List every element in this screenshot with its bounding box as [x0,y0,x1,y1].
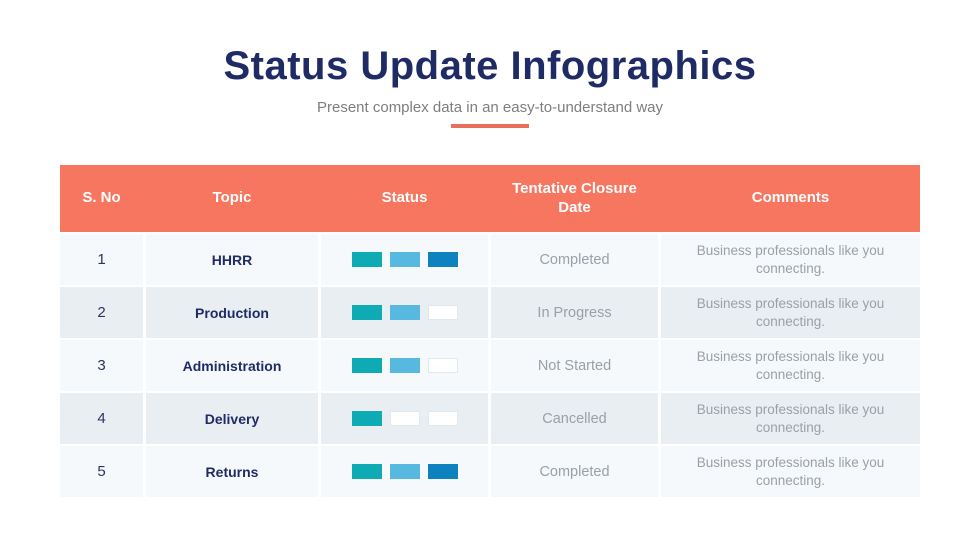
comments-text: Business professionals like you connecti… [661,446,920,497]
table-row: 4 Delivery Cancelled Business profession… [60,393,920,444]
status-bar-segment-teal [351,252,382,267]
table-row: 5 Returns Completed Business professiona… [60,446,920,497]
header-cell-sno: S. No [82,189,121,207]
status-table: S. No Topic Status Tentative Closure Dat… [60,165,920,497]
status-bars [351,305,458,320]
row-number: 2 [60,287,143,338]
topic-label: Delivery [146,393,318,444]
status-bars [351,411,458,426]
status-bar-segment-empty [389,411,420,426]
status-bar-segment-teal [351,464,382,479]
page-subtitle: Present complex data in an easy-to-under… [316,99,664,116]
header-cell-topic: Topic [212,189,252,207]
status-bar-segment-teal [351,411,382,426]
status-bar-segment-lightblue [389,305,420,320]
closure-label: In Progress [491,287,658,338]
table-row: 3 Administration Not Started Business pr… [60,340,920,391]
row-number: 5 [60,446,143,497]
row-number: 4 [60,393,143,444]
closure-label: Not Started [491,340,658,391]
status-cell [321,234,488,285]
table-header-row: S. No Topic Status Tentative Closure Dat… [60,165,920,232]
status-bars [351,252,458,267]
status-cell [321,340,488,391]
header-cell-status: Status [381,189,428,207]
topic-label: Administration [146,340,318,391]
status-bars [351,464,458,479]
status-cell [321,446,488,497]
comments-text: Business professionals like you connecti… [661,287,920,338]
status-bar-segment-empty [427,358,458,373]
table-row: 2 Production In Progress Business profes… [60,287,920,338]
topic-label: HHRR [146,234,318,285]
closure-label: Completed [491,446,658,497]
row-number: 1 [60,234,143,285]
status-bar-segment-empty [427,305,458,320]
status-bar-segment-empty [427,411,458,426]
status-bar-segment-darkblue [427,252,458,267]
status-bar-segment-lightblue [389,358,420,373]
comments-text: Business professionals like you connecti… [661,340,920,391]
status-cell [321,393,488,444]
closure-label: Cancelled [491,393,658,444]
topic-label: Returns [146,446,318,497]
status-bar-segment-lightblue [389,252,420,267]
page-title: Status Update Infographics [223,44,757,88]
title-underline [451,124,529,128]
status-bars [351,358,458,373]
header-cell-closure: Tentative Closure Date [512,179,637,216]
table-body: 1 HHRR Completed Business professionals … [60,234,920,497]
topic-label: Production [146,287,318,338]
status-bar-segment-teal [351,358,382,373]
table-row: 1 HHRR Completed Business professionals … [60,234,920,285]
header-cell-comments: Comments [751,189,830,207]
closure-label: Completed [491,234,658,285]
status-cell [321,287,488,338]
comments-text: Business professionals like you connecti… [661,234,920,285]
comments-text: Business professionals like you connecti… [661,393,920,444]
status-bar-segment-darkblue [427,464,458,479]
status-bar-segment-teal [351,305,382,320]
status-bar-segment-lightblue [389,464,420,479]
row-number: 3 [60,340,143,391]
